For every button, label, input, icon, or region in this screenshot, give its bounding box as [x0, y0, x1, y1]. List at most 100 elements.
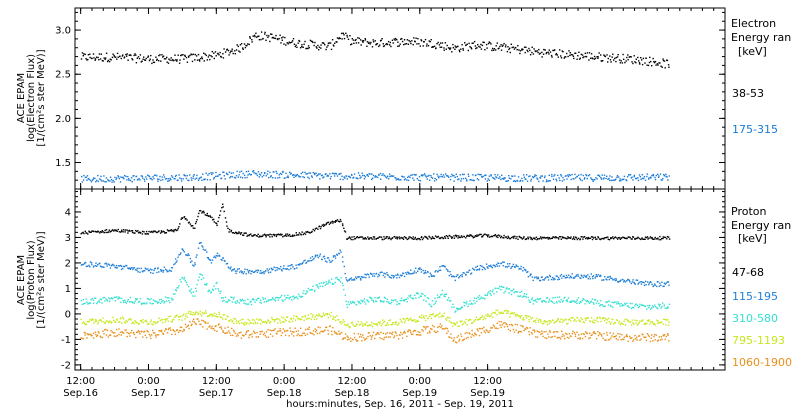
data-point-proton-1 [229, 268, 231, 270]
data-point-electron-1 [486, 180, 488, 182]
data-point-proton-4 [173, 329, 175, 332]
data-point-electron-0 [512, 46, 515, 48]
data-point-proton-2 [234, 301, 236, 303]
data-point-proton-0 [554, 237, 556, 239]
data-point-proton-4 [422, 330, 424, 332]
data-point-proton-1 [430, 274, 432, 276]
data-point-electron-1 [613, 179, 615, 181]
data-point-proton-2 [294, 296, 296, 299]
data-point-electron-1 [452, 175, 454, 177]
data-point-proton-0 [451, 237, 453, 239]
data-point-proton-0 [243, 232, 245, 234]
data-point-electron-0 [630, 56, 632, 58]
data-point-proton-4 [633, 339, 635, 341]
data-point-proton-4 [195, 323, 197, 326]
data-point-electron-0 [437, 41, 439, 44]
data-point-proton-4 [460, 335, 463, 338]
data-point-proton-1 [91, 263, 93, 266]
data-point-proton-1 [623, 279, 626, 282]
data-point-proton-1 [495, 263, 498, 266]
data-point-electron-1 [512, 180, 515, 182]
data-point-proton-4 [371, 334, 374, 337]
data-point-proton-0 [156, 231, 158, 234]
data-point-electron-0 [403, 43, 405, 46]
data-point-proton-1 [230, 266, 232, 268]
data-point-proton-3 [228, 320, 231, 322]
data-point-electron-1 [607, 178, 609, 180]
data-point-electron-0 [323, 42, 325, 44]
data-point-proton-1 [407, 271, 409, 273]
data-point-proton-1 [343, 265, 345, 268]
data-point-proton-2 [463, 304, 466, 307]
data-point-electron-1 [640, 178, 642, 180]
data-point-proton-4 [376, 332, 378, 334]
data-point-proton-2 [324, 284, 326, 286]
data-point-proton-4 [409, 329, 411, 332]
data-point-proton-2 [663, 305, 665, 307]
data-point-proton-4 [329, 325, 331, 327]
data-point-electron-1 [492, 176, 494, 179]
data-point-proton-1 [189, 257, 191, 260]
data-point-electron-0 [209, 58, 211, 61]
data-point-proton-3 [511, 312, 513, 314]
data-point-proton-3 [293, 315, 295, 317]
data-point-electron-1 [314, 173, 316, 176]
data-point-proton-1 [432, 275, 435, 277]
data-point-proton-1 [133, 267, 136, 269]
data-point-electron-0 [187, 55, 190, 57]
data-point-proton-2 [501, 286, 504, 288]
data-point-electron-0 [226, 48, 229, 50]
data-point-electron-0 [385, 43, 387, 46]
data-point-proton-4 [509, 330, 511, 332]
data-point-proton-0 [322, 225, 325, 227]
data-point-proton-4 [276, 330, 279, 333]
data-point-proton-4 [187, 325, 189, 327]
data-point-proton-1 [250, 272, 252, 275]
data-point-electron-1 [630, 177, 632, 179]
data-point-proton-2 [223, 299, 225, 302]
data-point-proton-3 [167, 320, 169, 322]
data-point-proton-2 [484, 294, 486, 296]
data-point-proton-0 [267, 234, 269, 236]
data-point-proton-4 [549, 331, 551, 333]
data-point-electron-0 [286, 42, 288, 44]
data-point-proton-0 [243, 234, 245, 236]
data-point-proton-2 [195, 287, 197, 290]
data-point-proton-0 [230, 230, 232, 233]
data-point-proton-1 [238, 268, 240, 270]
data-point-electron-0 [346, 34, 348, 37]
data-point-electron-1 [280, 173, 283, 175]
data-point-proton-2 [651, 307, 653, 309]
data-point-proton-3 [464, 322, 467, 324]
data-point-proton-1 [116, 267, 118, 269]
data-point-proton-4 [313, 334, 315, 336]
data-point-proton-0 [619, 238, 622, 240]
data-point-proton-3 [387, 324, 390, 326]
data-point-proton-4 [528, 333, 531, 336]
data-point-proton-3 [599, 317, 601, 319]
data-point-proton-0 [530, 237, 532, 239]
data-point-electron-1 [408, 175, 410, 177]
data-point-proton-1 [176, 260, 178, 262]
data-point-proton-2 [211, 288, 214, 290]
data-point-proton-4 [501, 324, 503, 326]
data-point-proton-3 [217, 315, 219, 318]
data-point-proton-2 [499, 285, 501, 288]
data-point-electron-1 [86, 179, 88, 181]
data-point-proton-4 [559, 336, 561, 339]
data-point-proton-4 [477, 330, 479, 332]
data-point-electron-1 [657, 173, 659, 176]
data-point-proton-1 [202, 246, 204, 248]
data-point-proton-1 [166, 269, 168, 271]
data-point-proton-2 [556, 302, 558, 304]
data-point-electron-1 [659, 173, 662, 175]
data-point-electron-0 [573, 57, 575, 60]
data-point-electron-1 [91, 179, 94, 181]
data-point-electron-1 [329, 173, 331, 175]
data-point-proton-1 [330, 261, 332, 263]
data-point-proton-1 [477, 268, 479, 271]
data-point-proton-1 [275, 266, 277, 269]
data-point-electron-1 [345, 175, 348, 177]
data-point-proton-4 [547, 333, 549, 335]
data-point-electron-0 [468, 42, 470, 45]
